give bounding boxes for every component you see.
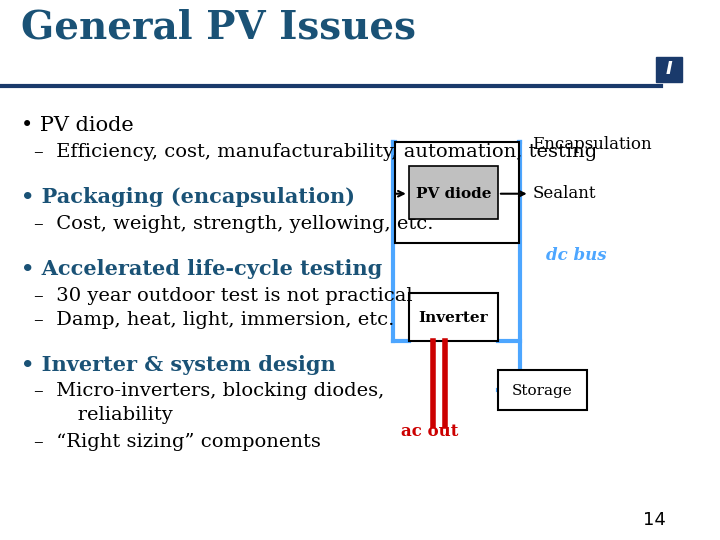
Text: –  Damp, heat, light, immersion, etc.: – Damp, heat, light, immersion, etc. (35, 310, 395, 329)
Text: –  Efficiency, cost, manufacturability, automation, testing: – Efficiency, cost, manufacturability, a… (35, 143, 598, 161)
Text: 14: 14 (644, 511, 666, 529)
Text: Inverter: Inverter (418, 311, 488, 325)
Text: I: I (665, 60, 672, 78)
Text: –  30 year outdoor test is not practical: – 30 year outdoor test is not practical (35, 287, 413, 305)
Text: • Inverter & system design: • Inverter & system design (21, 355, 336, 375)
Bar (498, 370, 588, 410)
Text: • Accelerated life-cycle testing: • Accelerated life-cycle testing (21, 259, 382, 279)
Bar (395, 141, 518, 242)
Text: ac out: ac out (400, 423, 458, 440)
Text: • PV diode: • PV diode (21, 116, 133, 135)
Bar (409, 166, 498, 219)
Text: –  Micro-inverters, blocking diodes,: – Micro-inverters, blocking diodes, (35, 382, 384, 400)
Text: • Packaging (encapsulation): • Packaging (encapsulation) (21, 187, 355, 207)
Text: Encapsulation: Encapsulation (532, 136, 652, 153)
Text: Storage: Storage (512, 384, 573, 398)
Bar (409, 293, 498, 341)
Text: –  “Right sizing” components: – “Right sizing” components (35, 433, 321, 451)
Text: General PV Issues: General PV Issues (21, 8, 415, 46)
Text: –  Cost, weight, strength, yellowing, etc.: – Cost, weight, strength, yellowing, etc… (35, 215, 434, 233)
Text: reliability: reliability (35, 406, 173, 424)
Text: Sealant: Sealant (532, 185, 596, 202)
Text: dc bus: dc bus (546, 247, 607, 265)
Text: PV diode: PV diode (415, 187, 491, 201)
FancyBboxPatch shape (656, 57, 682, 82)
